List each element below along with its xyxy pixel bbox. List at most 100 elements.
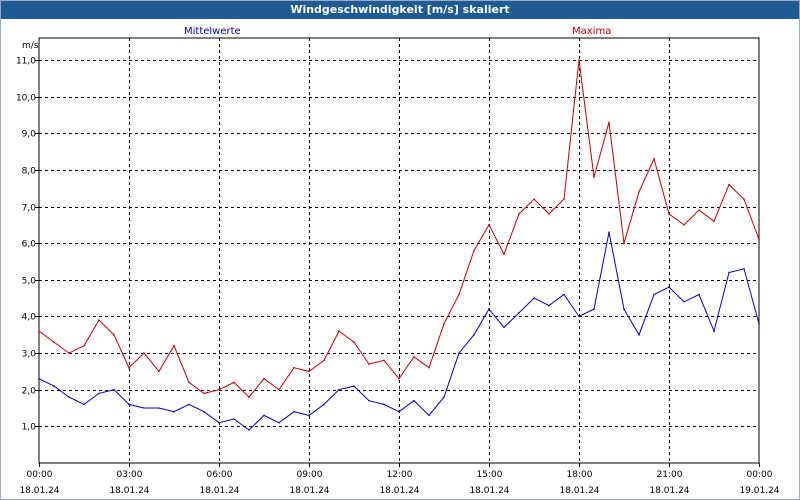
- x-tick-time: 12:00: [387, 470, 413, 480]
- data-point-mittelwerte: [158, 407, 160, 409]
- data-point-maxima: [728, 183, 730, 186]
- data-point-mittelwerte: [683, 301, 685, 303]
- data-point-maxima: [218, 388, 220, 391]
- data-point-mittelwerte: [443, 396, 445, 398]
- data-point-maxima: [368, 363, 370, 365]
- data-point-maxima: [593, 176, 595, 178]
- data-point-mittelwerte: [668, 286, 670, 288]
- data-point-mittelwerte: [488, 308, 490, 310]
- data-point-mittelwerte: [308, 414, 310, 417]
- data-point-mittelwerte: [263, 414, 265, 417]
- data-point-mittelwerte: [758, 323, 760, 325]
- data-point-maxima: [653, 158, 655, 160]
- data-point-mittelwerte: [128, 403, 130, 406]
- data-point-maxima: [458, 293, 460, 296]
- data-point-maxima: [383, 359, 385, 362]
- data-point-mittelwerte: [53, 385, 55, 387]
- data-point-maxima: [68, 352, 70, 354]
- data-point-maxima: [623, 242, 625, 244]
- data-point-maxima: [98, 319, 100, 321]
- y-tick-label: 3,0: [22, 350, 37, 360]
- y-tick-label: 9,0: [22, 130, 37, 140]
- data-point-maxima: [608, 121, 610, 124]
- x-tick-date: 18.01.24: [199, 486, 239, 496]
- data-point-maxima: [473, 249, 475, 252]
- data-point-maxima: [743, 198, 745, 200]
- x-tick-date: 18.01.24: [289, 486, 329, 496]
- data-point-mittelwerte: [278, 421, 280, 424]
- data-point-mittelwerte: [83, 403, 85, 406]
- data-point-maxima: [518, 213, 520, 215]
- data-point-mittelwerte: [713, 330, 715, 332]
- data-point-maxima: [203, 392, 205, 395]
- x-tick-date: 18.01.24: [469, 486, 509, 496]
- data-point-mittelwerte: [728, 271, 730, 274]
- data-point-maxima: [548, 213, 550, 215]
- data-point-maxima: [293, 366, 295, 369]
- data-point-maxima: [128, 366, 130, 369]
- data-point-mittelwerte: [458, 352, 460, 354]
- data-point-mittelwerte: [173, 410, 175, 413]
- y-tick-label: 10,0: [16, 94, 36, 104]
- data-point-maxima: [338, 330, 340, 332]
- data-point-maxima: [278, 388, 280, 391]
- data-point-mittelwerte: [338, 388, 340, 391]
- data-point-mittelwerte: [368, 399, 370, 402]
- data-point-maxima: [713, 220, 715, 222]
- data-point-mittelwerte: [518, 312, 520, 314]
- data-point-mittelwerte: [533, 297, 535, 299]
- x-tick-date: 18.01.24: [19, 486, 59, 496]
- data-point-maxima: [263, 377, 265, 380]
- data-point-maxima: [428, 366, 430, 369]
- data-point-maxima: [578, 59, 580, 61]
- data-point-mittelwerte: [98, 392, 100, 395]
- data-point-maxima: [638, 191, 640, 193]
- data-point-maxima: [533, 198, 535, 200]
- x-tick-time: 00:00: [747, 470, 773, 480]
- data-point-maxima: [53, 341, 55, 343]
- x-tick-time: 18:00: [567, 470, 593, 480]
- data-point-maxima: [158, 370, 160, 373]
- data-point-mittelwerte: [38, 377, 40, 380]
- y-tick-label: 7,0: [22, 204, 37, 214]
- data-point-maxima: [488, 224, 490, 226]
- x-tick-time: 21:00: [657, 470, 683, 480]
- data-point-maxima: [353, 341, 355, 343]
- legend-maxima: Maxima: [572, 26, 612, 37]
- data-point-mittelwerte: [383, 403, 385, 406]
- x-tick-time: 06:00: [207, 470, 233, 480]
- data-point-maxima: [758, 238, 760, 241]
- data-point-mittelwerte: [248, 429, 250, 431]
- data-point-maxima: [413, 356, 415, 358]
- data-point-mittelwerte: [623, 308, 625, 310]
- data-point-mittelwerte: [698, 293, 700, 296]
- data-point-maxima: [668, 213, 670, 215]
- y-tick-label: 5,0: [22, 277, 37, 287]
- data-point-mittelwerte: [548, 304, 550, 307]
- data-point-mittelwerte: [203, 410, 205, 413]
- data-point-mittelwerte: [743, 268, 745, 270]
- x-tick-time: 15:00: [477, 470, 503, 480]
- data-point-maxima: [308, 370, 310, 373]
- window-title: Windgeschwindigkeit [m/s] skaliert: [1, 1, 799, 19]
- data-point-maxima: [248, 396, 250, 398]
- data-point-maxima: [233, 381, 235, 384]
- x-tick-date: 18.01.24: [379, 486, 419, 496]
- data-point-mittelwerte: [218, 421, 220, 424]
- data-point-mittelwerte: [428, 414, 430, 417]
- data-point-mittelwerte: [68, 396, 70, 398]
- data-point-mittelwerte: [413, 399, 415, 402]
- y-tick-label: 11,0: [16, 57, 36, 67]
- data-point-mittelwerte: [323, 403, 325, 406]
- data-point-mittelwerte: [113, 388, 115, 391]
- data-point-maxima: [38, 330, 40, 332]
- x-tick-time: 00:00: [27, 470, 53, 480]
- data-point-mittelwerte: [233, 418, 235, 420]
- x-tick-time: 09:00: [297, 470, 323, 480]
- data-point-maxima: [323, 359, 325, 362]
- data-point-mittelwerte: [653, 293, 655, 296]
- x-tick-date: 19.01.24: [739, 486, 779, 496]
- x-tick-date: 18.01.24: [559, 486, 599, 496]
- data-point-maxima: [143, 352, 145, 354]
